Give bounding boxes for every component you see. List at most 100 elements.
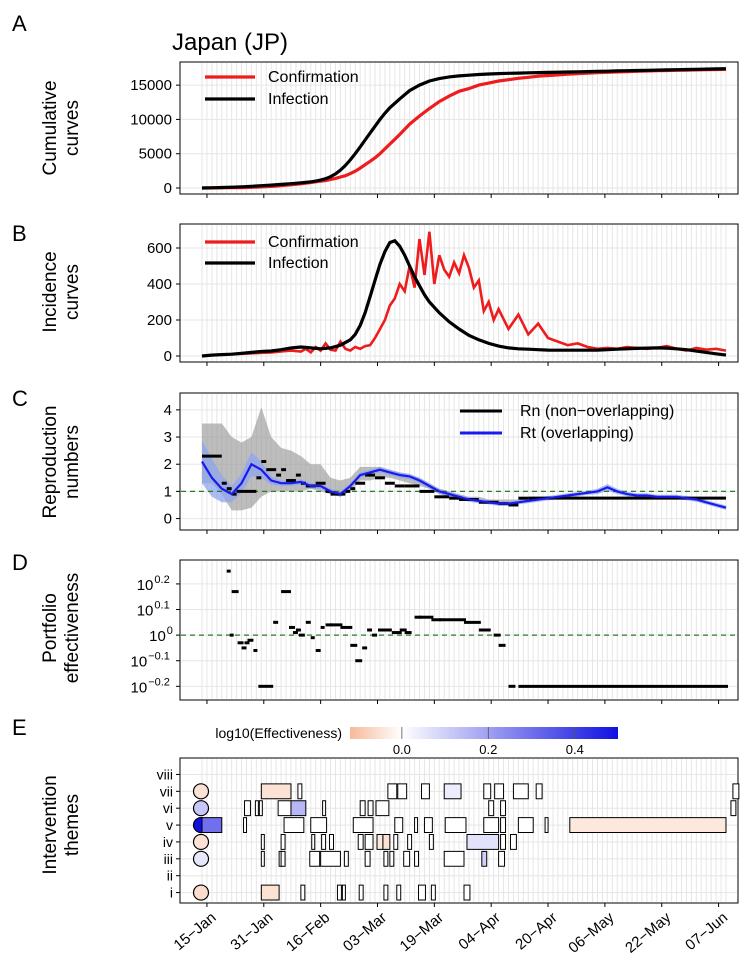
- panel-e-legend-bar: [350, 727, 618, 739]
- panel-e-theme-label: vi: [163, 800, 173, 816]
- panel-e-intervention-box: [254, 800, 259, 817]
- panel-e-intervention-box: [444, 817, 467, 833]
- panel-a-ylabel: curves: [62, 100, 83, 156]
- panel-c-ytick-label: 0: [164, 511, 172, 528]
- panel-e-intervention-box: [310, 817, 328, 833]
- panel-e-intervention-box: [509, 834, 517, 850]
- panel-e-intervention-box: [297, 783, 303, 800]
- panel-b-legend-label: Infection: [268, 255, 328, 272]
- panel-b-ytick-label: 400: [147, 276, 172, 293]
- panel-a-legend-label: Infection: [268, 91, 328, 108]
- panel-e-intervention-box: [420, 783, 430, 800]
- panel-e-intervention-box: [544, 817, 549, 833]
- panel-e-intervention-box: [260, 834, 265, 850]
- panel-e-intervention-box: [329, 834, 334, 850]
- x-tick-label: 16−Feb: [283, 909, 333, 955]
- panel-e-intervention-box: [393, 834, 399, 850]
- panel-e-intervention-box: [364, 834, 374, 850]
- panel-e-intervention-box: [428, 834, 434, 850]
- panel-a-series-infection: [201, 67, 727, 190]
- panel-e-legend-tick-label: 0.4: [566, 742, 584, 757]
- panel-b-panel: 0 200 400 600 Incidence curves Confirmation Inf…: [40, 223, 739, 366]
- panel-e-intervention-box: [383, 850, 389, 867]
- x-tick-label: 03−Mar: [340, 909, 390, 955]
- panel-e-intervention-box: [320, 850, 341, 867]
- panel-d-ytick-exponent: 0: [167, 625, 173, 637]
- panel-e-legend-tick-label: 0.0: [393, 742, 411, 757]
- panel-e-intervention-box: [311, 834, 316, 850]
- panel-b-series-confirmation: [201, 231, 727, 358]
- panel-e-intervention-box: [341, 884, 346, 901]
- panel-a-ytick-label: 15000: [130, 77, 172, 94]
- panel-e-intervention-box: [277, 800, 292, 817]
- panel-c-ytick-label: 3: [164, 429, 172, 446]
- panel-e-theme-label: viii: [157, 766, 173, 782]
- panel-e-intervention-box: [358, 884, 364, 901]
- x-tick-label: 19−Mar: [397, 909, 447, 955]
- panel-b-ytick-label: 200: [147, 312, 172, 329]
- panel-e-theme-label: i: [170, 885, 173, 901]
- panel-e-intervention-box: [309, 850, 321, 867]
- panel-d-ylabel: Portfolio: [40, 593, 61, 663]
- panel-e-legend-tick-label: 0.2: [479, 742, 497, 757]
- x-tick-label: 06−May: [565, 909, 618, 957]
- panel-d-ytick-exponent: 0.2: [154, 574, 169, 586]
- panel-e-intervention-box: [321, 834, 327, 850]
- panel-e-intervention-box: [407, 834, 413, 850]
- panel-e-intervention-box: [569, 817, 727, 833]
- panel-c-ytick-label: 1: [164, 483, 172, 500]
- panel-d-ytick-base: 10: [131, 654, 148, 671]
- panel-e-intervention-box: [367, 800, 374, 817]
- panel-c-rt-line: [201, 460, 727, 509]
- panel-e-intervention-box: [357, 834, 364, 850]
- panel-e-intervention-box: [512, 783, 529, 800]
- figure-title: Japan (JP): [172, 29, 288, 56]
- panel-e-intervention-box: [397, 783, 408, 800]
- x-tick-label: 07−Jun: [682, 909, 731, 954]
- panel-c-legend-label: Rt (overlapping): [520, 425, 634, 442]
- panel-d-ytick-exponent: 0.1: [154, 600, 169, 612]
- panel-e-intervention-box: [535, 783, 543, 800]
- panel-e-intervention-box: [430, 884, 436, 901]
- panel-e-intervention-box: [244, 800, 251, 817]
- panel-e-intervention-box: [463, 884, 471, 901]
- panel-b-ytick-label: 0: [164, 348, 172, 365]
- panel-e-ylabel: Intervention: [40, 775, 61, 874]
- panel-e-intervention-box: [290, 800, 307, 817]
- panel-e-intervention-box: [375, 800, 390, 817]
- panel-e-intervention-box: [494, 783, 505, 800]
- panel-e-intervention-box: [414, 817, 419, 833]
- panel-e-intervention-box: [280, 850, 286, 867]
- panel-e-panel: Intervention themesviiiviiviviviiiiiilog1…: [40, 725, 740, 957]
- panel-e-intervention-box: [283, 817, 305, 833]
- panel-e-intervention-box: [201, 817, 223, 833]
- panel-e-intervention-box: [500, 834, 507, 850]
- panel-e-intervention-box: [396, 884, 402, 901]
- panel-e-theme-label: ii: [167, 868, 173, 884]
- panel-b-ylabel: Incidence: [40, 251, 61, 332]
- panel-c-ylabel: numbers: [62, 425, 83, 499]
- panel-e-intervention-box: [466, 834, 500, 850]
- panel-e-intervention-box: [260, 783, 292, 800]
- panel-letter-E: E: [12, 715, 27, 740]
- panel-e-intervention-box: [500, 817, 507, 833]
- panel-e-intervention-box: [300, 884, 306, 901]
- panel-b-legend-label: Confirmation: [268, 234, 359, 251]
- panel-letter-D: D: [12, 550, 28, 575]
- panel-e-theme-marker: [192, 833, 210, 851]
- panel-letter-A: A: [12, 11, 27, 36]
- panel-d-ytick-base: 10: [137, 603, 154, 620]
- panel-e-ylabel: themes: [62, 794, 83, 856]
- panel-a-ytick-label: 0: [164, 180, 172, 197]
- panel-e-theme-marker: [192, 850, 210, 867]
- panel-e-intervention-box: [500, 800, 507, 817]
- panel-e-theme-label: iii: [164, 851, 173, 867]
- panel-e-intervention-box: [343, 850, 349, 867]
- panel-e-intervention-box: [322, 800, 327, 817]
- panel-e-theme-marker: [192, 783, 210, 800]
- panel-e-intervention-box: [517, 817, 534, 833]
- panel-b-ytick-label: 600: [147, 240, 172, 257]
- panel-e-theme-label: iv: [163, 834, 173, 850]
- panel-a-panel: 0 5000 10000 15000 Cumulative curves Confirmat…: [40, 61, 739, 198]
